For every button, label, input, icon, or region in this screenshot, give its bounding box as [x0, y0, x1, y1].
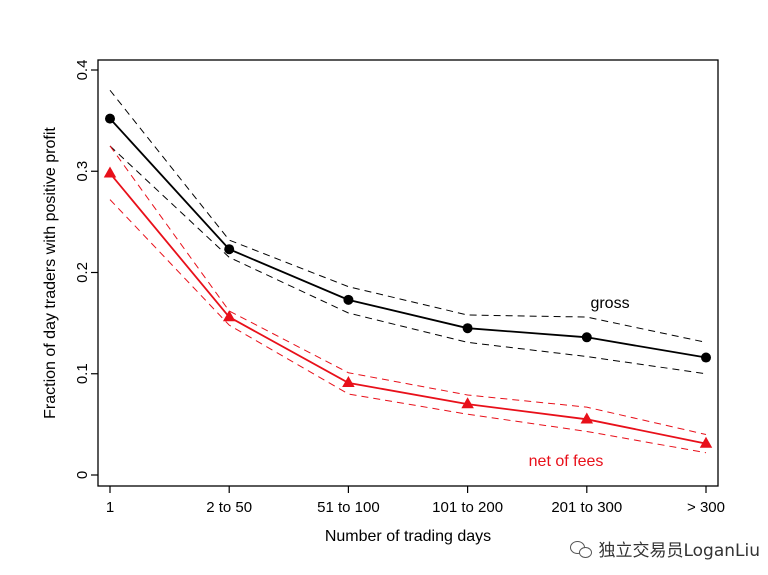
series-0-point-5: [701, 352, 711, 363]
series-1-point-2: [342, 376, 355, 388]
series-0-point-0: [105, 113, 115, 124]
y-tick-label-0: 0: [74, 471, 91, 479]
x-tick-label-0: 1: [106, 499, 114, 516]
plot-frame: [97, 59, 719, 487]
y-tick-label-4: 0.4: [74, 60, 91, 81]
x-tick-label-2: 51 to 100: [317, 499, 380, 516]
series-1-point-3: [461, 397, 474, 409]
series-1-point-5: [699, 436, 713, 448]
series-1-point-1: [222, 310, 236, 322]
x-tick-label-5: > 300: [687, 499, 725, 516]
series-0-point-2: [343, 294, 354, 305]
series-1-point-0: [103, 166, 117, 178]
series-0-lower-bound: [109, 145, 707, 375]
series-0-line: [109, 117, 707, 359]
y-tick-label-2: 0.2: [74, 262, 91, 283]
watermark-text: 独立交易员LoganLiu: [598, 541, 760, 561]
x-axis: 1 2 to 50 51 to 100 101 to 200 201 to 300 > 3…: [106, 486, 725, 516]
x-tick-label-4: 201 to 300: [551, 499, 622, 516]
watermark: 独立交易员LoganLiu: [570, 536, 760, 561]
series-1-point-4: [580, 412, 594, 424]
series-0-upper-bound: [109, 89, 707, 343]
series-label-gross: gross: [590, 295, 629, 312]
series-layer: [103, 89, 713, 454]
series-0-point-1: [224, 244, 235, 255]
series-label-net-of-fees: net of fees: [529, 453, 604, 470]
x-axis-title: Number of trading days: [325, 528, 491, 545]
y-tick-label-1: 0.1: [74, 363, 91, 384]
x-tick-label-1: 2 to 50: [206, 499, 252, 516]
series-1-line: [109, 172, 707, 445]
y-tick-label-3: 0.3: [74, 161, 91, 182]
y-axis-title: Fraction of day traders with positive pr…: [42, 127, 59, 419]
series-1-lower-bound: [109, 199, 707, 454]
series-1-upper-bound: [109, 145, 707, 435]
y-axis: 0 0.1 0.2 0.3 0.4: [74, 60, 98, 479]
x-tick-label-3: 101 to 200: [432, 499, 503, 516]
wechat-icon: [570, 539, 593, 559]
series-0-point-3: [462, 323, 473, 334]
series-0-point-4: [581, 332, 592, 343]
